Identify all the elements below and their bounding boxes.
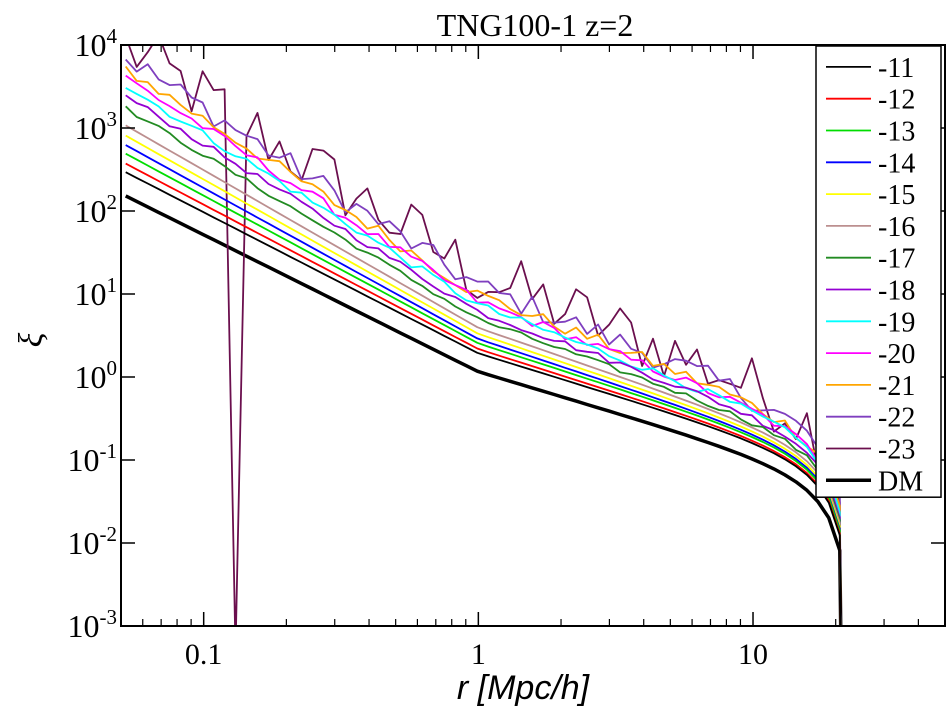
- series-line-DM: [124, 194, 843, 626]
- legend-label: -23: [878, 435, 915, 466]
- y-tick-label: 10-1: [68, 439, 118, 478]
- legend-label: -21: [878, 371, 915, 402]
- plot-frame: [120, 44, 946, 627]
- y-tick-label: 10-2: [68, 522, 118, 561]
- legend-box: [815, 45, 942, 498]
- x-tick-label: 10: [738, 638, 768, 671]
- legend-label: -11: [878, 53, 914, 84]
- series-line--13: [125, 152, 842, 626]
- series-line--21: [124, 65, 842, 626]
- axis-ticks: 0.1 1 10 10-3 10-2 10-1 100 101 102 103 104: [68, 24, 945, 671]
- y-tick-label: 102: [75, 190, 118, 229]
- x-axis-label: r [Mpc/h]: [457, 669, 591, 707]
- series-line--12: [125, 162, 842, 626]
- legend-label: -14: [878, 148, 915, 179]
- legend-label: -12: [878, 85, 915, 116]
- legend-label: -22: [878, 403, 915, 434]
- chart-title: TNG100-1 z=2: [437, 7, 634, 43]
- legend-label: -16: [878, 212, 915, 243]
- series-line--22: [125, 58, 842, 626]
- series-line--11: [125, 171, 842, 626]
- y-axis-label: ξ: [13, 332, 50, 347]
- y-tick-label: 104: [75, 24, 118, 63]
- y-tick-label: 103: [75, 107, 118, 146]
- legend-label: -15: [878, 180, 915, 211]
- series-line--14: [125, 144, 842, 626]
- series-line--17: [125, 105, 842, 626]
- legend: -11-12-13-14-15-16-17-18-19-20-21-22-23D…: [815, 45, 942, 498]
- plot-lines: [124, 45, 843, 626]
- x-tick-label: 1: [471, 638, 486, 671]
- series-line--19: [125, 87, 842, 626]
- y-tick-label: 100: [75, 356, 118, 395]
- y-tick-label: 101: [75, 273, 118, 312]
- legend-label: -18: [878, 276, 915, 307]
- y-tick-label: 10-3: [68, 605, 118, 644]
- legend-label: -19: [878, 307, 915, 338]
- legend-label: -13: [878, 117, 915, 148]
- legend-label: DM: [878, 466, 923, 497]
- legend-label: -20: [878, 339, 915, 370]
- legend-label: -17: [878, 244, 915, 275]
- series-line--16: [125, 124, 842, 626]
- x-tick-label: 0.1: [185, 638, 223, 671]
- series-line--18: [125, 94, 842, 626]
- series-line--20: [125, 74, 842, 626]
- series-line--15: [125, 134, 842, 626]
